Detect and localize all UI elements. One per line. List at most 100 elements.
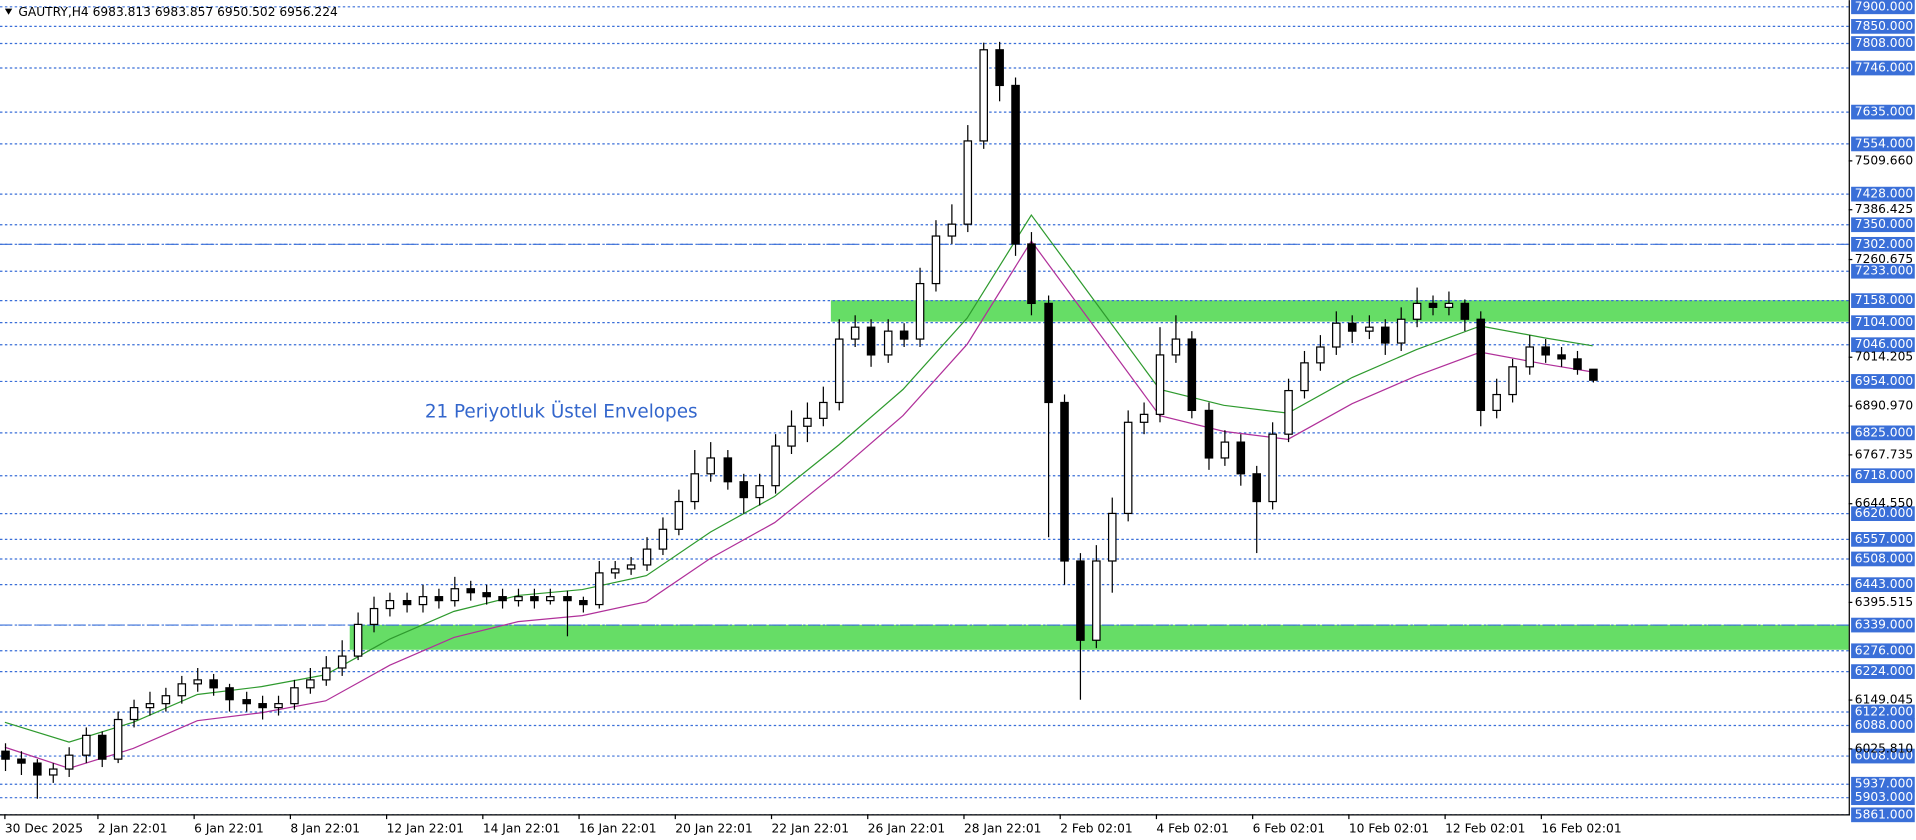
level-label-bg xyxy=(1851,315,1915,331)
candle-body xyxy=(899,330,909,340)
candle-body xyxy=(225,687,234,701)
level-label-bg xyxy=(1851,551,1915,567)
candle-body xyxy=(434,596,444,602)
candle-body xyxy=(1380,326,1390,344)
level-label: 6557.000 xyxy=(1855,532,1913,546)
level-label-bg xyxy=(1851,136,1915,152)
candle-body xyxy=(963,140,973,225)
envelope-line xyxy=(4,240,1593,769)
candle-body xyxy=(306,679,315,689)
candle-body xyxy=(1460,302,1470,320)
candle-body xyxy=(385,600,395,610)
candle-body xyxy=(819,401,828,419)
level-label-bg xyxy=(1851,577,1915,593)
candle-body xyxy=(995,49,1004,87)
candle-body xyxy=(1060,401,1069,562)
x-tick-label: 30 Dec 2025 xyxy=(5,821,83,835)
candle-body xyxy=(1557,354,1566,360)
level-label-bg xyxy=(1851,217,1915,233)
candle-body xyxy=(563,596,572,602)
x-tick-label: 10 Feb 02:01 xyxy=(1349,821,1429,835)
candle-body xyxy=(1236,441,1246,475)
candle-body xyxy=(177,683,187,697)
x-tick-label: 16 Jan 22:01 xyxy=(579,821,656,835)
candle-body xyxy=(274,703,283,709)
level-label-bg xyxy=(1851,60,1915,76)
candle-body xyxy=(979,49,988,142)
level-label: 6825.000 xyxy=(1855,425,1913,439)
candle-body xyxy=(658,528,668,550)
y-tick-label: 6890.970 xyxy=(1855,399,1913,413)
y-tick-label: 6025.810 xyxy=(1855,741,1913,755)
candle-body xyxy=(1139,413,1149,423)
level-label-bg xyxy=(1851,506,1915,522)
candle-body xyxy=(1573,358,1582,370)
level-label: 5937.000 xyxy=(1855,777,1913,791)
candle-body xyxy=(1492,393,1501,412)
candle-body xyxy=(1508,366,1517,396)
candle-body xyxy=(787,425,796,447)
candle-body xyxy=(1300,362,1309,392)
candle-body xyxy=(626,564,636,570)
candle-body xyxy=(1076,560,1085,641)
level-label: 7158.000 xyxy=(1855,293,1913,307)
level-label: 6620.000 xyxy=(1855,506,1913,520)
level-label: 7900.000 xyxy=(1855,0,1913,13)
candle-body xyxy=(1316,346,1325,364)
candle-body xyxy=(1252,473,1262,503)
candle-body xyxy=(595,572,604,606)
x-tick-label: 8 Jan 22:01 xyxy=(290,821,360,835)
candle-body xyxy=(482,592,491,598)
candle-body xyxy=(579,600,588,606)
level-label: 5903.000 xyxy=(1855,790,1913,804)
candle-body xyxy=(642,548,652,566)
candle-body xyxy=(1187,338,1197,412)
menu-icon[interactable] xyxy=(4,8,13,15)
envelope-line xyxy=(4,213,1593,743)
level-label-bg xyxy=(1851,19,1915,34)
candle-body xyxy=(915,282,925,340)
x-tick-label: 12 Jan 22:01 xyxy=(387,821,464,835)
candle-body xyxy=(1284,389,1293,435)
chart-header: GAUTRY,H4 6983.813 6983.857 6950.502 695… xyxy=(18,5,338,19)
level-label: 6339.000 xyxy=(1855,618,1913,632)
candle-body xyxy=(1444,302,1454,308)
candle-body xyxy=(1171,338,1181,356)
candle-body xyxy=(97,734,107,760)
candle-body xyxy=(546,596,555,602)
level-label-bg xyxy=(1851,664,1915,679)
candle-body xyxy=(1589,368,1598,381)
level-label-bg xyxy=(1851,36,1915,51)
x-tick-label: 12 Feb 02:01 xyxy=(1445,821,1525,835)
level-label: 6508.000 xyxy=(1855,551,1913,565)
level-label-bg xyxy=(1851,374,1915,389)
level-label-bg xyxy=(1851,0,1915,15)
candle-body xyxy=(947,223,957,237)
level-label-bg xyxy=(1851,104,1915,120)
candle-body xyxy=(755,485,764,499)
x-tick-label: 4 Feb 02:01 xyxy=(1156,821,1228,835)
candle-body xyxy=(834,338,844,404)
level-label: 6443.000 xyxy=(1855,577,1913,591)
y-tick-label: 7509.660 xyxy=(1855,153,1913,167)
level-label-bg xyxy=(1851,718,1915,733)
candle-body xyxy=(771,445,780,487)
candle-body xyxy=(145,703,155,709)
y-tick-label: 7260.675 xyxy=(1855,252,1913,266)
candle-body xyxy=(1204,409,1214,459)
y-tick-label: 7386.425 xyxy=(1855,202,1913,216)
plot-area xyxy=(0,6,1849,816)
level-label: 7635.000 xyxy=(1855,105,1913,119)
candle-body xyxy=(1476,318,1486,412)
candle-body xyxy=(674,500,684,530)
candle-body xyxy=(803,417,812,427)
candle-body xyxy=(161,695,171,705)
candle-body xyxy=(850,326,860,340)
level-label-bg xyxy=(1851,643,1915,659)
level-label: 7233.000 xyxy=(1855,264,1913,278)
level-label-bg xyxy=(1851,704,1915,720)
candle-body xyxy=(290,687,299,705)
y-tick-label: 7014.205 xyxy=(1855,350,1913,364)
